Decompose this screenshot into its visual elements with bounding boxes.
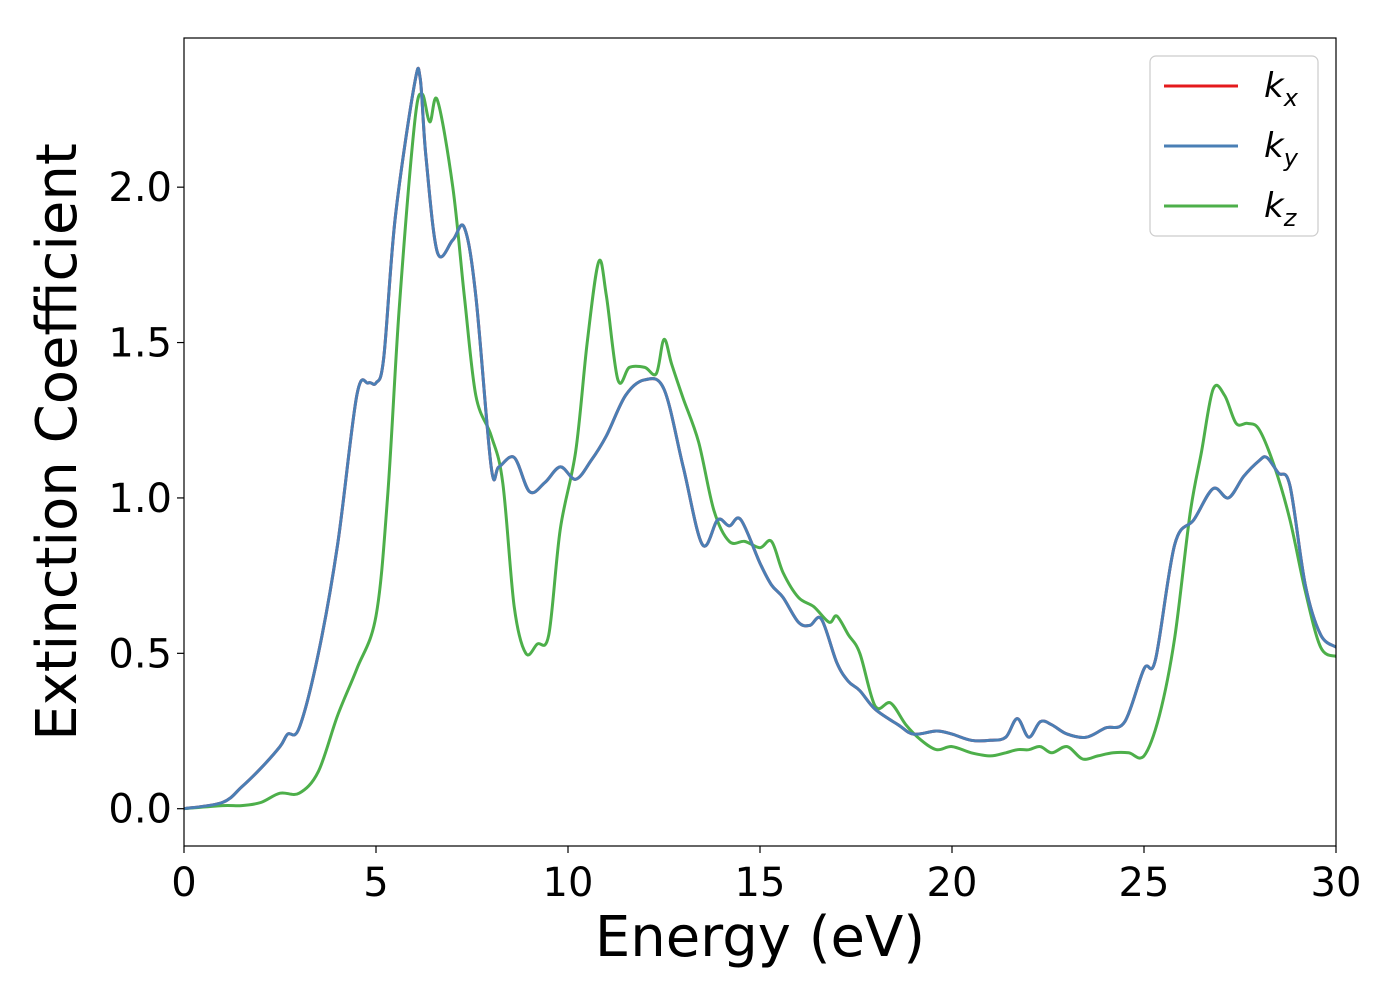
y-axis-title: Extinction Coefficient	[25, 143, 90, 741]
legend-label-base: k	[1264, 126, 1285, 166]
y-tick-label: 2.0	[108, 165, 172, 211]
x-tick-label: 25	[1119, 860, 1170, 906]
legend-label-base: k	[1264, 186, 1285, 226]
x-tick-label: 5	[363, 860, 388, 906]
series-lines	[184, 66, 1336, 811]
y-tick-label: 1.0	[108, 476, 172, 522]
x-tick-label: 0	[171, 860, 196, 906]
legend-label-base: k	[1264, 66, 1285, 106]
x-tick-label: 20	[927, 860, 978, 906]
legend-label-subscript: y	[1283, 144, 1299, 172]
y-tick-label: 0.0	[108, 787, 172, 833]
x-tick-label: 30	[1311, 860, 1362, 906]
legend-label-subscript: x	[1283, 84, 1299, 112]
y-tick-label: 1.5	[108, 321, 172, 367]
legend-label-kz: kz	[1264, 186, 1298, 232]
x-ticks: 0 5 10 15 20 25 30	[171, 846, 1361, 906]
x-axis-title: Energy (eV)	[595, 905, 925, 970]
y-tick-label: 0.5	[108, 631, 172, 677]
legend-label-subscript: z	[1283, 204, 1298, 232]
plot-frame	[183, 37, 1337, 847]
x-tick-label: 15	[735, 860, 786, 906]
series-line-ky	[184, 66, 1336, 811]
y-ticks: 0.0 0.5 1.0 1.5 2.0	[108, 165, 184, 833]
x-tick-label: 10	[543, 860, 594, 906]
legend-label-ky: ky	[1264, 126, 1299, 172]
legend-label-kx: kx	[1264, 66, 1299, 112]
